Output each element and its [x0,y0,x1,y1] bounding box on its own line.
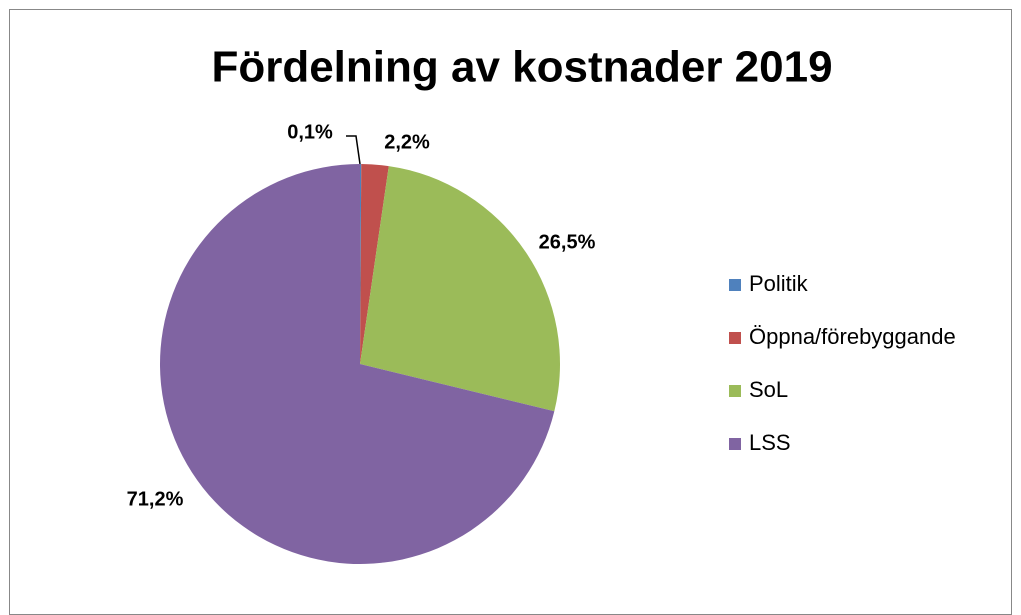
legend-swatch [729,279,741,291]
data-label: 2,2% [384,131,430,153]
legend-label: LSS [749,430,791,455]
data-label: 0,1% [287,121,333,143]
legend-label: SoL [749,377,788,402]
pie-slice [159,164,555,564]
data-label: 26,5% [539,231,596,253]
legend-swatch [729,385,741,397]
pie-slice [360,166,560,412]
legend-swatch [729,332,741,344]
legend-label: Öppna/förebyggande [749,324,956,349]
chart-title: Fördelning av kostnader 2019 [211,43,832,92]
pie-slice [360,164,389,364]
data-label: 71,2% [127,488,184,510]
legend-label: Politik [749,271,809,296]
pie-slice [360,164,362,364]
legend-swatch [729,438,741,450]
leader-line [346,135,361,165]
